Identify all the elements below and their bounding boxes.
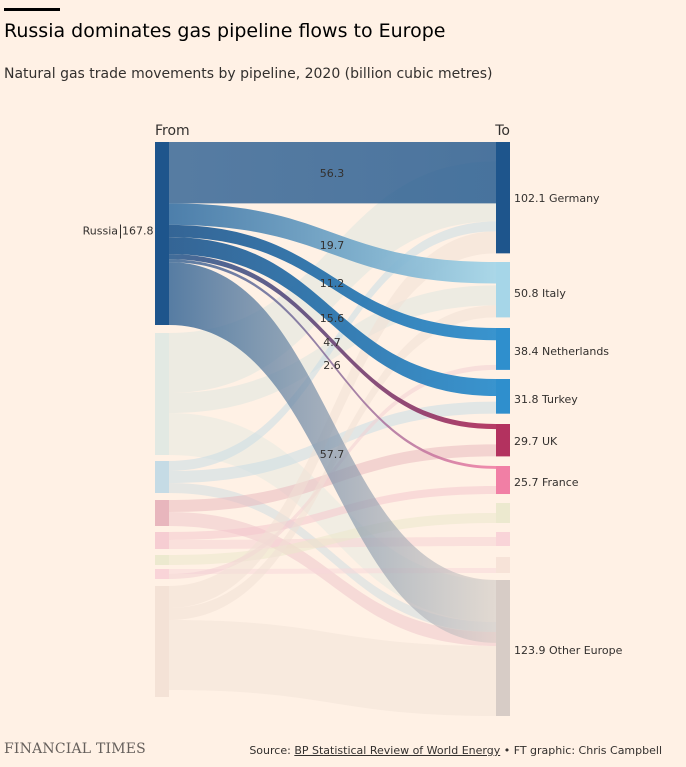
background-flow bbox=[169, 483, 496, 632]
source-node bbox=[155, 532, 169, 549]
target-label: 38.4 Netherlands bbox=[514, 345, 609, 358]
target-label: 29.7 UK bbox=[514, 435, 558, 448]
source-node bbox=[155, 569, 169, 579]
source-node bbox=[155, 333, 169, 455]
target-node bbox=[496, 557, 510, 573]
flow-russia-uk bbox=[169, 254, 496, 430]
flow-russia-france bbox=[169, 259, 496, 469]
flow-value-label: 4.7 bbox=[323, 336, 341, 349]
background-flow bbox=[169, 231, 496, 608]
target-node bbox=[496, 142, 510, 254]
source-label-value: 167.8 bbox=[122, 225, 154, 238]
target-node bbox=[496, 503, 510, 523]
source-note: Source: BP Statistical Review of World E… bbox=[249, 744, 662, 757]
source-link[interactable]: BP Statistical Review of World Energy bbox=[294, 744, 501, 757]
source-node bbox=[155, 142, 169, 325]
target-node bbox=[496, 580, 510, 716]
target-node bbox=[496, 379, 510, 414]
source-label-name: Russia bbox=[83, 225, 118, 238]
target-node bbox=[496, 328, 510, 370]
background-flow bbox=[169, 486, 496, 540]
source-node bbox=[155, 586, 169, 697]
target-label: 25.7 France bbox=[514, 476, 579, 489]
target-label: 31.8 Turkey bbox=[514, 393, 578, 406]
chart-title: Russia dominates gas pipeline flows to E… bbox=[4, 20, 446, 42]
background-flow bbox=[169, 221, 496, 471]
target-label: 50.8 Italy bbox=[514, 287, 566, 300]
flow-russia-other-europe bbox=[169, 262, 496, 643]
flow-value-label: 11.2 bbox=[320, 277, 345, 290]
source-suffix: • FT graphic: Chris Campbell bbox=[500, 744, 662, 757]
russia-flows: 56.3 19.7 11.2 15.6 4.7 2.6 57.7 bbox=[169, 142, 496, 643]
flow-russia-netherlands bbox=[169, 224, 496, 341]
flow-russia-germany bbox=[169, 142, 496, 204]
column-label-to: To bbox=[494, 123, 510, 139]
target-label: 102.1 Germany bbox=[514, 192, 600, 205]
source-node bbox=[155, 500, 169, 526]
source-node bbox=[155, 461, 169, 493]
target-node bbox=[496, 424, 510, 457]
flow-value-label: 19.7 bbox=[320, 239, 345, 252]
target-node bbox=[496, 466, 510, 495]
target-node bbox=[496, 532, 510, 546]
target-label: 123.9 Other Europe bbox=[514, 644, 623, 657]
flow-russia-turkey bbox=[169, 237, 496, 397]
flow-russia-italy bbox=[169, 203, 496, 284]
ft-top-rule bbox=[4, 8, 60, 11]
column-label-from: From bbox=[155, 123, 190, 139]
chart-subtitle: Natural gas trade movements by pipeline,… bbox=[4, 66, 493, 82]
flow-value-label: 56.3 bbox=[320, 167, 345, 180]
ft-logo: FINANCIAL TIMES bbox=[4, 741, 146, 757]
source-prefix: Source: bbox=[249, 744, 295, 757]
flow-value-label: 2.6 bbox=[323, 359, 341, 372]
nodes bbox=[155, 142, 510, 716]
source-node bbox=[155, 555, 169, 565]
flow-value-label: 15.6 bbox=[320, 312, 345, 325]
target-node bbox=[496, 262, 510, 318]
background-flow bbox=[169, 620, 496, 716]
flow-value-label: 57.7 bbox=[320, 448, 345, 461]
background-flow bbox=[169, 512, 496, 646]
